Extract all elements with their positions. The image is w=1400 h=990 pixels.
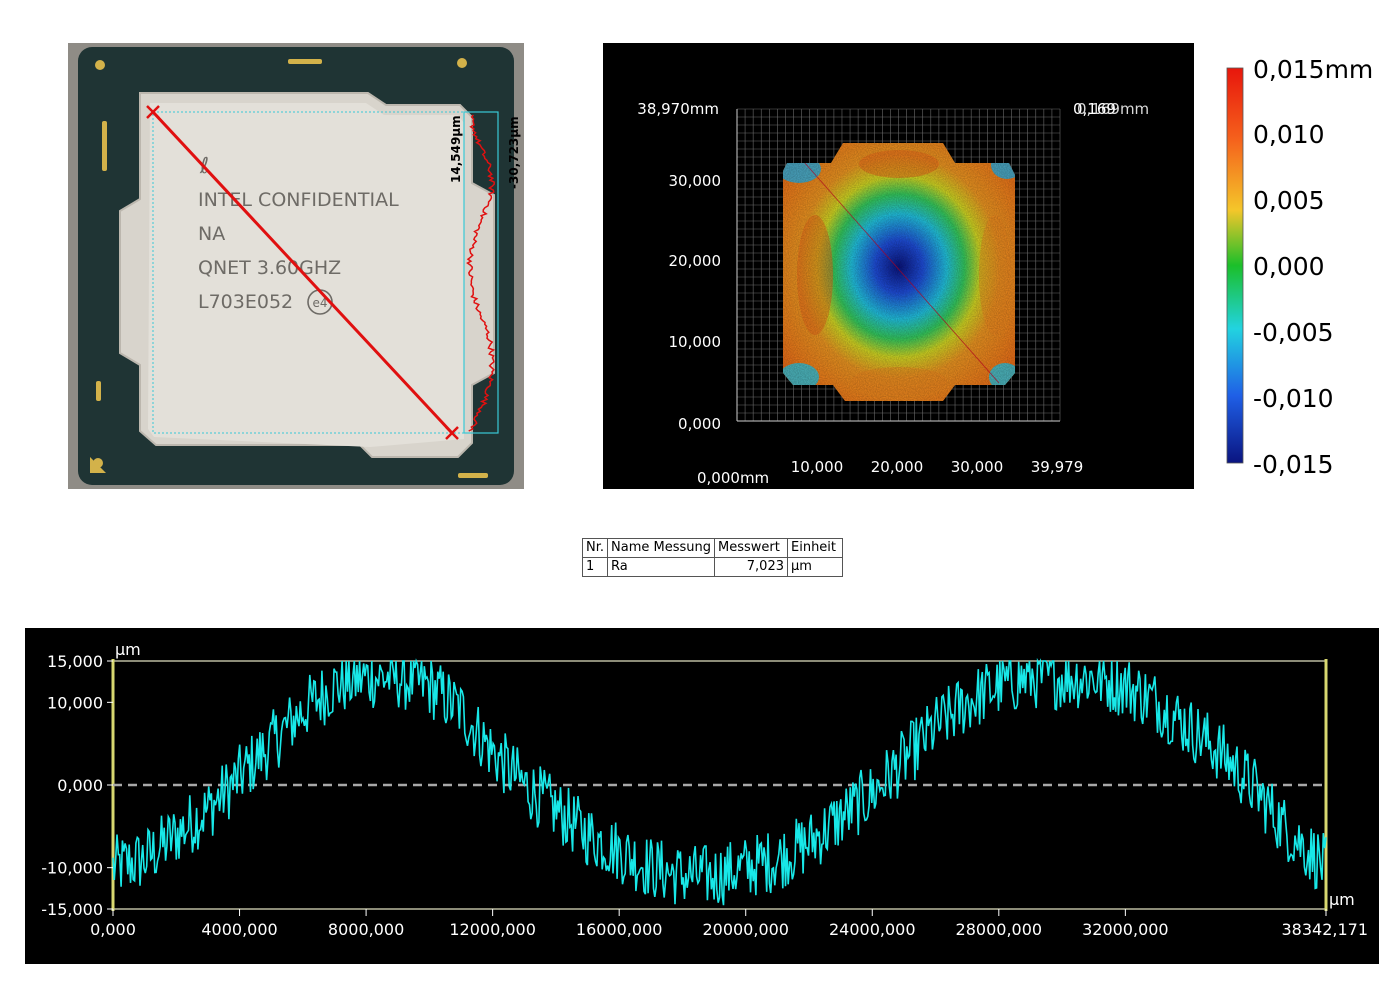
y-tick-label: -10,000 (41, 859, 103, 878)
x-tick-label: 4000,000 (201, 920, 277, 939)
cpu-photo-canvas: ℓ INTEL CONFIDENTIAL NA QNET 3.60GHZ L70… (68, 43, 524, 489)
overlay-profile-trace (466, 114, 496, 432)
x-tick-label: 0,000 (90, 920, 136, 939)
table-row[interactable]: 1 Ra 7,023 µm (581, 557, 843, 577)
profile-line-start-marker[interactable] (146, 105, 160, 119)
table-cell: 7,023 (714, 557, 788, 577)
map-right-label: 0,169 (1073, 100, 1116, 118)
table-header-row: Nr. Name Messung Messwert Einheit (581, 538, 843, 558)
y-tick-label: -15,000 (41, 900, 103, 919)
cpu-photo: ℓ INTEL CONFIDENTIAL NA QNET 3.60GHZ L70… (68, 43, 524, 489)
heat-surface (783, 143, 1015, 401)
color-scale-canvas: 0,015mm 0,010 0,005 0,000 -0,005 -0,010 … (1226, 55, 1373, 479)
substrate-contacts (90, 58, 488, 478)
x-tick-label: 28000,000 (956, 920, 1043, 939)
map-x-tick-label: 30,000 (951, 458, 1004, 476)
map-x-tick-label: 39,979 (1031, 458, 1084, 476)
map-y-tick-label: 20,000 (669, 252, 722, 270)
table-cell: 1 (581, 557, 609, 577)
map-y-tick-label: 10,000 (669, 333, 722, 351)
x-tick-label: 38342,171 (1281, 920, 1368, 939)
y-tick-label: 15,000 (47, 652, 103, 671)
surface-height-map: 38,970mm 30,000 20,000 10,000 0,000 0,00… (603, 43, 1194, 489)
measurement-table: Nr. Name Messung Messwert Einheit 1 Ra 7… (581, 538, 843, 577)
scale-label: 0,015mm (1253, 55, 1373, 84)
table-header-cell: Einheit (787, 538, 843, 558)
table-cell: µm (787, 557, 843, 577)
engraving-line-3: QNET 3.60GHZ (198, 257, 341, 279)
map-y-tick-label: 0,000 (678, 415, 721, 433)
x-tick-label: 32000,000 (1082, 920, 1169, 939)
profile-chart: 15,000 10,000 0,000 -10,000 -15,000 0,000 4000… (25, 628, 1379, 964)
scale-label: 0,005 (1253, 186, 1325, 215)
scale-label: -0,015 (1253, 450, 1334, 479)
overlay-min-label: -30,723µm (507, 116, 521, 189)
map-y-tick-label: 30,000 (669, 172, 722, 190)
map-x-origin-label: 0,000mm (697, 469, 769, 487)
table-cell: Ra (607, 557, 715, 577)
scale-label: -0,010 (1253, 384, 1334, 413)
x-unit-label: µm (1329, 890, 1355, 909)
e4-mark: e4 (312, 296, 327, 310)
profile-trace (112, 657, 1327, 906)
table-header-cell: Nr. (581, 538, 609, 558)
map-profile-line (788, 144, 1000, 384)
map-x-tick-label: 10,000 (791, 458, 844, 476)
map-right-label: 0,169mm (1077, 100, 1149, 118)
y-tick-label: 0,000 (57, 776, 103, 795)
color-scale-bar (1226, 67, 1244, 464)
profile-line[interactable] (151, 110, 454, 435)
x-tick-label: 20000,000 (702, 920, 789, 939)
engraving-line-1: INTEL CONFIDENTIAL (198, 189, 399, 211)
scale-label: 0,010 (1253, 120, 1325, 149)
x-tick-label: 24000,000 (829, 920, 916, 939)
x-tick-label: 8000,000 (328, 920, 404, 939)
x-tick-label: 12000,000 (449, 920, 536, 939)
engraving-line-2: NA (198, 223, 225, 245)
scale-label: -0,005 (1253, 318, 1334, 347)
y-tick-label: 10,000 (47, 693, 103, 712)
map-x-tick-label: 20,000 (871, 458, 924, 476)
color-scale: 0,015mm 0,010 0,005 0,000 -0,005 -0,010 … (1205, 43, 1400, 489)
table-header-cell: Messwert (714, 538, 788, 558)
profile-overlay-box (463, 111, 499, 434)
map-y-top-label: 38,970mm (637, 100, 719, 118)
engraving-line-4: L703E052 (198, 291, 293, 313)
x-tick-label: 16000,000 (576, 920, 663, 939)
surface-map-canvas: 38,970mm 30,000 20,000 10,000 0,000 0,00… (637, 100, 1149, 487)
y-unit-label: µm (115, 640, 141, 659)
overlay-max-label: 14,549µm (449, 115, 463, 183)
table-header-cell: Name Messung (607, 538, 715, 558)
profile-line-end-marker[interactable] (445, 426, 459, 440)
scale-label: 0,000 (1253, 252, 1325, 281)
